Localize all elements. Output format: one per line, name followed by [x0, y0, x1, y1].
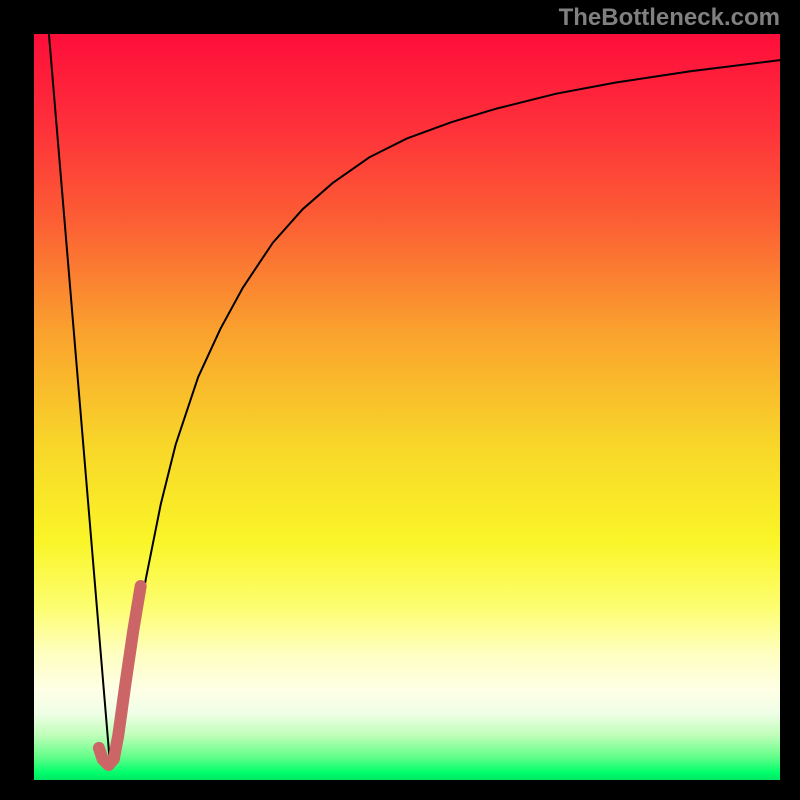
- chart-container: TheBottleneck.com: [0, 0, 800, 800]
- chart-svg: [0, 0, 800, 800]
- plot-background: [34, 34, 780, 780]
- watermark-text: TheBottleneck.com: [559, 4, 780, 32]
